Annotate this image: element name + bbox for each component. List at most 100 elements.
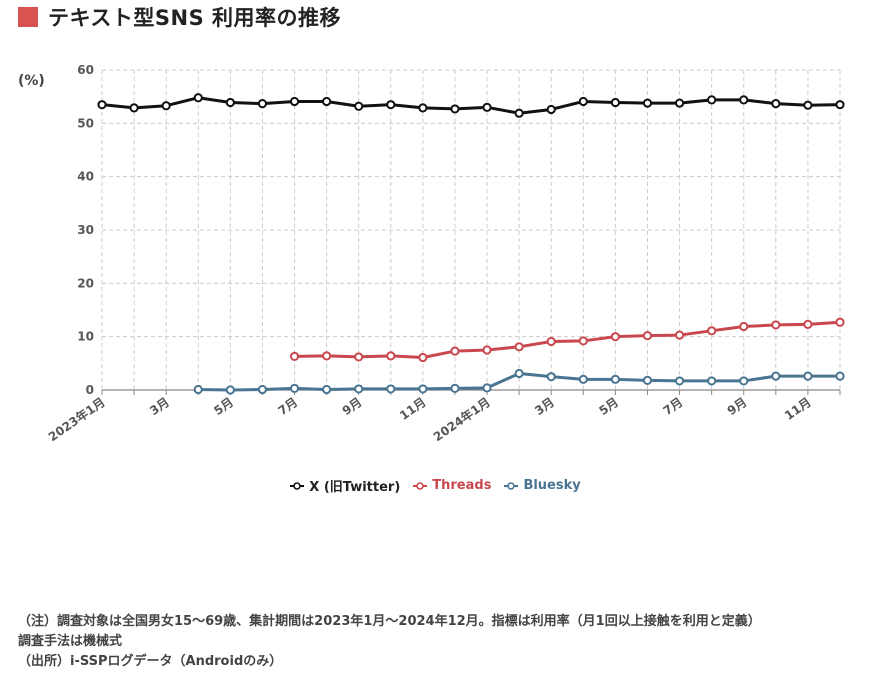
data-point bbox=[161, 101, 171, 111]
data-point bbox=[610, 97, 620, 108]
chart-title: テキスト型SNS 利用率の推移 bbox=[48, 6, 342, 30]
legend-label: Bluesky bbox=[523, 478, 581, 493]
data-point bbox=[707, 376, 717, 386]
data-point bbox=[739, 376, 749, 386]
data-point bbox=[674, 330, 685, 340]
x-tick-label: 3月 bbox=[147, 395, 172, 418]
y-tick-label: 60 bbox=[77, 63, 94, 77]
data-point bbox=[450, 383, 460, 393]
data-point bbox=[546, 336, 556, 347]
legend-swatch-icon bbox=[290, 481, 305, 490]
data-point bbox=[97, 100, 107, 110]
data-point bbox=[578, 96, 588, 107]
note-line-method: 調査手法は機械式 bbox=[18, 634, 123, 649]
x-tick-label: 11月 bbox=[397, 395, 429, 423]
data-point bbox=[771, 99, 781, 109]
data-point bbox=[642, 375, 653, 385]
x-tick-label: 9月 bbox=[725, 395, 750, 418]
data-point bbox=[289, 351, 300, 361]
x-tick-label: 5月 bbox=[596, 395, 621, 418]
data-point bbox=[578, 374, 588, 384]
chart-title-row: テキスト型SNS 利用率の推移 bbox=[18, 4, 341, 30]
data-point bbox=[354, 352, 364, 362]
data-point bbox=[514, 368, 524, 379]
data-point bbox=[354, 384, 364, 394]
data-point bbox=[546, 372, 556, 382]
data-point bbox=[835, 100, 845, 110]
data-point bbox=[450, 346, 460, 356]
data-point bbox=[386, 351, 396, 361]
data-point bbox=[354, 101, 364, 111]
legend-item[interactable]: X (旧Twitter) bbox=[289, 476, 400, 495]
x-tick-label: 7月 bbox=[276, 395, 301, 418]
data-point bbox=[386, 384, 396, 394]
data-point bbox=[514, 108, 524, 118]
legend-item[interactable]: Bluesky bbox=[503, 476, 581, 495]
data-point bbox=[418, 384, 428, 394]
data-point bbox=[642, 331, 653, 341]
x-tick-label: 11月 bbox=[782, 395, 814, 423]
x-tick-label: 7月 bbox=[661, 395, 686, 418]
legend-swatch-icon bbox=[413, 481, 428, 490]
data-point bbox=[771, 371, 781, 381]
data-point bbox=[707, 326, 717, 336]
data-point bbox=[322, 351, 332, 361]
data-point bbox=[386, 100, 396, 110]
data-point bbox=[674, 98, 685, 108]
data-point bbox=[225, 97, 235, 108]
data-point bbox=[674, 376, 685, 386]
legend-label: Threads bbox=[432, 478, 492, 493]
data-point bbox=[707, 95, 717, 105]
x-tick-label: 3月 bbox=[532, 395, 557, 418]
series-line-0 bbox=[101, 96, 841, 115]
data-point bbox=[739, 321, 749, 332]
y-tick-label: 30 bbox=[77, 223, 94, 237]
data-point bbox=[578, 336, 588, 346]
x-tick-label: 2024年1月 bbox=[430, 394, 492, 444]
y-axis-unit-label: (%) bbox=[18, 73, 45, 89]
y-tick-label: 10 bbox=[77, 330, 94, 344]
data-point bbox=[193, 384, 203, 395]
note-line-source: （出所）i-SSPログデータ（Androidのみ） bbox=[18, 654, 283, 669]
data-point bbox=[803, 371, 813, 381]
data-point bbox=[803, 319, 813, 329]
data-point bbox=[835, 371, 845, 381]
title-marker-icon bbox=[18, 7, 38, 27]
data-point bbox=[450, 104, 460, 114]
data-point bbox=[257, 384, 268, 395]
y-tick-label: 0 bbox=[86, 383, 94, 397]
note-line-survey: （注）調査対象は全国男女15〜69歳、集計期間は2023年1月〜2024年12月… bbox=[18, 614, 761, 629]
data-point bbox=[322, 96, 332, 107]
data-point bbox=[610, 332, 620, 342]
data-point bbox=[322, 384, 332, 395]
data-point bbox=[289, 96, 300, 107]
y-tick-label: 40 bbox=[77, 170, 94, 184]
data-point bbox=[610, 374, 620, 384]
y-tick-label: 20 bbox=[77, 276, 94, 290]
series-line-1 bbox=[294, 320, 841, 359]
data-point bbox=[482, 345, 492, 355]
data-point bbox=[739, 95, 749, 105]
data-point bbox=[482, 102, 492, 112]
data-point bbox=[129, 103, 139, 113]
data-point bbox=[835, 317, 845, 327]
data-point bbox=[514, 342, 524, 352]
data-point bbox=[482, 383, 492, 393]
data-point bbox=[193, 93, 203, 103]
y-tick-label: 50 bbox=[77, 116, 94, 130]
data-point bbox=[225, 385, 235, 395]
chart-notes: （注）調査対象は全国男女15〜69歳、集計期間は2023年1月〜2024年12月… bbox=[18, 612, 761, 672]
legend-swatch-icon bbox=[504, 481, 519, 490]
data-point bbox=[418, 352, 428, 363]
data-point bbox=[257, 99, 268, 109]
legend-label: X (旧Twitter) bbox=[309, 480, 401, 495]
chart-legend: X (旧Twitter) Threads Bluesky bbox=[0, 476, 870, 495]
data-point bbox=[771, 320, 781, 330]
data-point bbox=[546, 104, 556, 115]
x-tick-label: 5月 bbox=[211, 395, 236, 418]
data-point bbox=[289, 383, 300, 393]
legend-item[interactable]: Threads bbox=[412, 476, 491, 495]
data-point bbox=[642, 98, 653, 108]
data-point bbox=[803, 100, 813, 110]
